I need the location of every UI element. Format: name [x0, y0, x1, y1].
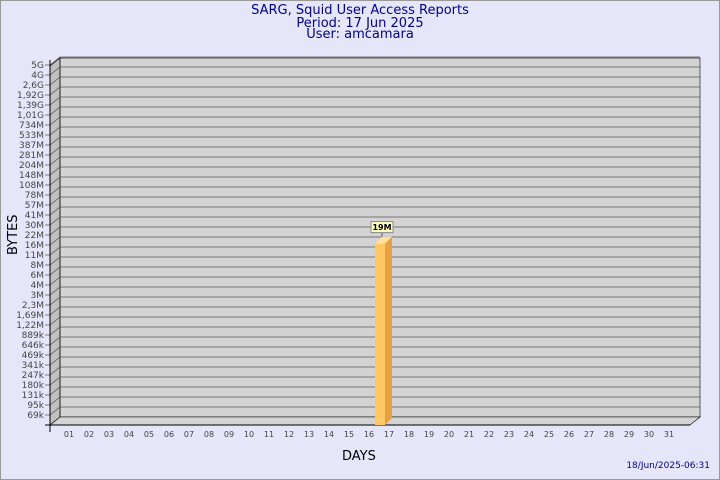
x-tick-label: 29: [624, 430, 634, 439]
x-tick-label: 16: [364, 430, 374, 439]
x-tick-label: 10: [244, 430, 254, 439]
x-tick-label: 07: [184, 430, 194, 439]
y-tick-label: 11M: [25, 251, 44, 261]
y-tick-label: 469k: [22, 351, 45, 361]
bar-top: [375, 236, 392, 244]
y-tick-label: 30M: [25, 221, 44, 231]
gridline: [45, 136, 700, 146]
chart-title: SARG, Squid User Access Reports: [251, 3, 469, 18]
x-tick-label: 28: [604, 430, 614, 439]
gridline: [45, 116, 700, 126]
y-tick-label: 889k: [22, 331, 45, 341]
gridline: [45, 186, 700, 196]
y-tick-label: 387M: [19, 141, 44, 151]
x-tick-label: 05: [144, 430, 154, 439]
gridline: [45, 206, 700, 216]
bar-side: [385, 236, 392, 425]
x-tick-label: 25: [544, 430, 554, 439]
bar-label-box: [370, 221, 394, 234]
bar-data-label: 19M: [372, 223, 391, 232]
y-tick-label: 16M: [25, 241, 44, 251]
x-tick-label: 08: [204, 430, 214, 439]
generated-timestamp: 18/Jun/2025-06:31: [626, 461, 710, 471]
chart-user: User: amcamara: [306, 27, 414, 42]
x-tick-label: 22: [484, 430, 494, 439]
y-tick-label: 1,01G: [17, 111, 44, 121]
x-tick-label: 03: [104, 430, 114, 439]
y-tick-label: 281M: [19, 151, 44, 161]
x-tick-label: 23: [504, 430, 514, 439]
y-tick-label: 8M: [31, 261, 45, 271]
y-tick-label: 2,6G: [23, 81, 44, 91]
gridline: [45, 56, 700, 66]
y-tick-label: 1,22M: [16, 321, 44, 331]
x-tick-label: 18: [404, 430, 414, 439]
x-tick-label: 06: [164, 430, 174, 439]
gridline: [45, 236, 700, 246]
x-tick-label: 21: [464, 430, 474, 439]
y-tick-label: 1,39G: [17, 101, 44, 111]
y-tick-label: 2,3M: [22, 301, 44, 311]
y-tick-label: 180k: [22, 381, 45, 391]
x-tick-label: 31: [664, 430, 674, 439]
x-tick-label: 09: [224, 430, 234, 439]
gridline: [45, 166, 700, 176]
chart-period: Period: 17 Jun 2025: [296, 16, 424, 31]
gridline: [45, 146, 700, 156]
gridline: [45, 96, 700, 106]
x-tick-label: 14: [324, 430, 334, 439]
x-tick-label: 13: [304, 430, 314, 439]
x-tick-label: 12: [284, 430, 294, 439]
gridline: [45, 106, 700, 116]
y-tick-label: 341k: [22, 361, 45, 371]
y-tick-label: 1,69M: [16, 311, 44, 321]
x-tick-label: 24: [524, 430, 534, 439]
x-axis-label: DAYS: [342, 449, 376, 464]
x-tick-label: 20: [444, 430, 454, 439]
y-tick-label: 204M: [19, 161, 44, 171]
x-tick-label: 19: [424, 430, 434, 439]
y-tick-label: 108M: [19, 181, 44, 191]
gridline: [45, 86, 700, 96]
plot-background: [50, 58, 700, 425]
y-tick-label: 1,92G: [17, 91, 44, 101]
bar-front: [375, 243, 385, 425]
y-tick-label: 533M: [19, 131, 44, 141]
y-tick-label: 247k: [22, 371, 45, 381]
y-tick-label: 41M: [25, 211, 44, 221]
x-tick-label: 01: [64, 430, 74, 439]
y-tick-label: 57M: [25, 201, 44, 211]
y-tick-label: 3M: [31, 291, 45, 301]
x-tick-label: 04: [124, 430, 134, 439]
x-tick-label: 27: [584, 430, 594, 439]
x-tick-label: 02: [84, 430, 94, 439]
y-tick-label: 22M: [25, 231, 44, 241]
x-tick-label: 30: [644, 430, 654, 439]
y-axis-label: BYTES: [6, 214, 21, 255]
y-tick-label: 78M: [25, 191, 44, 201]
y-tick-label: 5G: [31, 61, 44, 71]
x-tick-label: 15: [344, 430, 354, 439]
y-tick-label: 646k: [22, 341, 45, 351]
y-tick-label: 95k: [27, 401, 44, 411]
x-tick-label: 11: [264, 430, 274, 439]
y-tick-label: 69k: [27, 411, 44, 421]
gridline: [45, 176, 700, 186]
y-tick-label: 6M: [31, 271, 45, 281]
x-tick-label: 26: [564, 430, 574, 439]
gridline: [45, 66, 700, 76]
y-tick-label: 131k: [22, 391, 45, 401]
gridline: [45, 196, 700, 206]
x-tick-label: 17: [384, 430, 394, 439]
gridline: [45, 156, 700, 166]
y-tick-label: 734M: [19, 121, 44, 131]
gridline: [45, 216, 700, 226]
y-tick-label: 4G: [31, 71, 44, 81]
gridline: [45, 126, 700, 136]
y-tick-label: 148M: [19, 171, 44, 181]
gridline: [45, 76, 700, 86]
y-tick-label: 4M: [31, 281, 45, 291]
